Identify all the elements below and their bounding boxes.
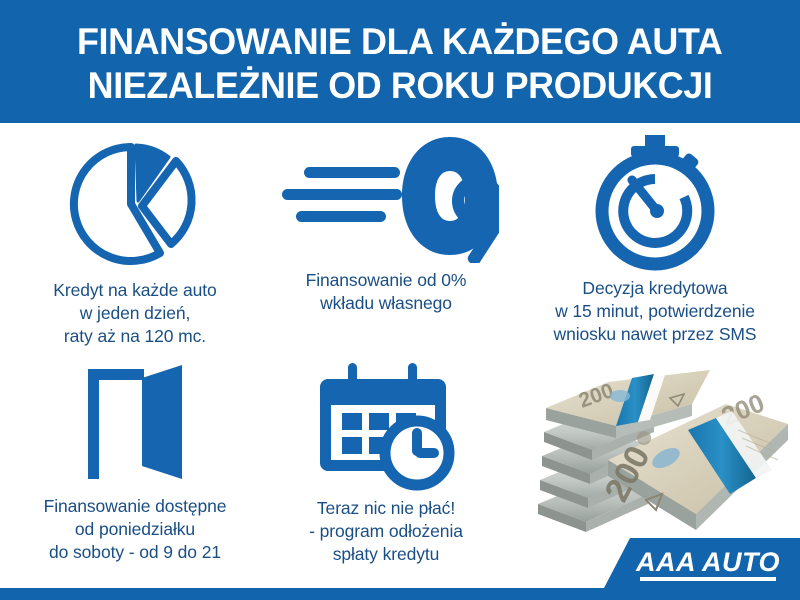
stopwatch-icon-wrap (510, 131, 800, 271)
feature-item-decision-time: Decyzja kredytowa w 15 minut, potwierdze… (510, 131, 800, 363)
stopwatch-icon (595, 135, 715, 271)
feature-caption: Kredyt na każde auto w jeden dzień, raty… (53, 280, 217, 346)
feature-item-deferred-payment: Teraz nic nie płać! - program odłożenia … (262, 361, 510, 591)
feature-caption: Finansowanie dostępne od poniedziałku do… (43, 496, 227, 562)
feature-caption: Teraz nic nie płać! - program odłożenia … (309, 498, 463, 564)
logo-text: AAA AUTO (635, 547, 780, 577)
bottom-accent-bar (0, 588, 800, 600)
money-illustration: 200 200 200 (538, 370, 788, 532)
feature-item-credit: Kredyt na każde auto w jeden dzień, raty… (0, 131, 270, 363)
zero-percent-icon-wrap (262, 131, 510, 263)
headline-line-1: FINANSOWANIE DLA KAŻDEGO AUTA (77, 20, 723, 62)
feature-caption: Decyzja kredytowa w 15 minut, potwierdze… (553, 278, 757, 344)
banknote-stacks-photo: 200 200 200 (520, 352, 800, 547)
pie-chart-icon-wrap (0, 131, 270, 273)
headline-line-2: NIEZALEŻNIE OD ROKU PRODUKCJI (87, 64, 713, 106)
pie-chart-icon (69, 142, 196, 265)
banner-header: FINANSOWANIE DLA KAŻDEGO AUTA NIEZALEŻNI… (0, 0, 800, 123)
open-door-icon (88, 365, 182, 479)
feature-item-zero-percent: Finansowanie od 0% wkładu własnego (262, 131, 510, 363)
open-door-icon-wrap (0, 361, 270, 489)
feature-item-opening-hours: Finansowanie dostępne od poniedziałku do… (0, 361, 270, 591)
feature-caption: Finansowanie od 0% wkładu własnego (305, 270, 467, 313)
aaa-auto-logo[interactable]: AAA AUTO (604, 538, 800, 588)
feature-grid: Kredyt na każde auto w jeden dzień, raty… (0, 123, 800, 588)
calendar-clock-icon (320, 363, 455, 491)
calendar-clock-icon-wrap (262, 361, 510, 491)
zero-percent-icon (281, 137, 499, 263)
logo-shape: AAA AUTO (604, 538, 800, 588)
